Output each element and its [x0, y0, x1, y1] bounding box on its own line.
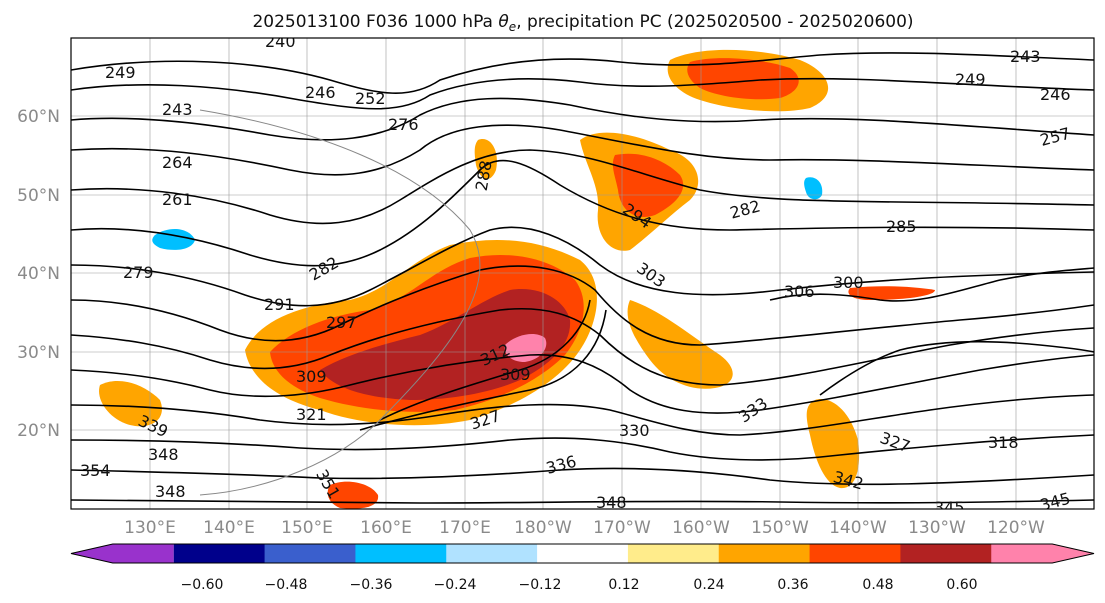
lon-label: 120°W	[987, 518, 1045, 538]
precip-region-alaska-inner	[687, 58, 799, 100]
theta-e-contours	[71, 52, 1094, 504]
map-border	[70, 37, 1095, 510]
figure-title: 2025013100 F036 1000 hPa θe, precipitati…	[252, 12, 913, 34]
colorbar-tick-label: 0.60	[946, 577, 977, 593]
colorbar-segment	[173, 544, 266, 563]
colorbar-segment	[355, 544, 447, 563]
lat-label: 20°N	[17, 421, 60, 441]
contour-label: 306	[784, 282, 815, 301]
colorbar-tick-label: −0.48	[265, 577, 308, 593]
lon-label: 130°E	[124, 518, 176, 538]
lon-label: 150°W	[751, 518, 809, 538]
contour-label: 318	[988, 433, 1019, 452]
contour-label: 252	[355, 89, 386, 108]
contour-label: 243	[1010, 47, 1041, 66]
lon-label: 130°W	[908, 518, 966, 538]
lat-label: 40°N	[17, 264, 60, 284]
graticule	[71, 38, 1094, 509]
contour-label: 264	[162, 153, 193, 172]
contour-label: 300	[833, 273, 864, 292]
colorbar-tick-labels: −0.60 −0.48 −0.36 −0.24 −0.12 0.12 0.24 …	[181, 577, 978, 593]
precip-negative-east	[804, 177, 823, 200]
colorbar-tick-label: 0.36	[777, 577, 808, 593]
contour-label: 345	[934, 498, 965, 517]
contour-label: 246	[1040, 85, 1071, 104]
contour-label: 348	[148, 445, 179, 464]
colorbar-tick-label: 0.24	[693, 577, 724, 593]
lon-label: 170°E	[439, 518, 491, 538]
contour-label: 279	[123, 263, 154, 282]
contour-label: 354	[80, 461, 111, 480]
lon-label: 160°E	[360, 518, 412, 538]
colorbar-segment	[446, 544, 538, 563]
contour-label: 309	[500, 365, 531, 384]
contour-label: 249	[955, 70, 986, 89]
precipitation-shading	[99, 49, 935, 509]
coastline-arc	[199, 109, 481, 496]
lat-label: 50°N	[17, 186, 60, 206]
colorbar-tick-label: −0.36	[350, 577, 393, 593]
colorbar-tick-label: −0.24	[434, 577, 477, 593]
contour-label: 243	[162, 100, 193, 119]
lon-label: 160°W	[672, 518, 730, 538]
colorbar-segment	[809, 544, 901, 563]
contour-label: 321	[296, 405, 327, 424]
precip-region-west	[99, 380, 162, 427]
longitude-labels: 130°E 140°E 150°E 160°E 170°E 180°W 170°…	[124, 518, 1045, 538]
colorbar-segment-extend-max	[991, 544, 1094, 563]
lon-label: 140°E	[203, 518, 255, 538]
latitude-labels: 60°N 50°N 40°N 30°N 20°N	[17, 107, 60, 441]
contour-label: 309	[296, 367, 327, 386]
colorbar-tick-label: 0.48	[862, 577, 893, 593]
contour-label: 297	[326, 313, 357, 332]
lon-label: 150°E	[281, 518, 333, 538]
contour-label: 348	[596, 493, 627, 512]
contour-label: 291	[264, 295, 295, 314]
colorbar-segment	[900, 544, 992, 563]
colorbar-segment	[264, 544, 356, 563]
colorbar	[70, 543, 1095, 564]
lon-label: 180°W	[514, 518, 572, 538]
colorbar-tick-label: −0.12	[519, 577, 562, 593]
colorbar-tick-label: −0.60	[181, 577, 224, 593]
colorbar-outline	[70, 543, 1095, 564]
lon-label: 140°W	[829, 518, 887, 538]
colorbar-segment-extend-min	[71, 544, 174, 563]
precip-region-central-core	[320, 289, 571, 400]
contour-label: 240	[265, 32, 296, 51]
lat-label: 30°N	[17, 343, 60, 363]
colorbar-segment	[537, 544, 629, 563]
precip-region-south	[806, 399, 860, 489]
contour-label: 345	[1038, 489, 1072, 515]
precip-region-subtropical	[627, 300, 733, 389]
contour-label: 285	[886, 217, 917, 236]
contour-label: 246	[305, 83, 336, 102]
precip-region-narrow	[848, 286, 935, 300]
colorbar-tick-label: 0.12	[608, 577, 639, 593]
lat-label: 60°N	[17, 107, 60, 127]
contour-label: 330	[619, 421, 650, 440]
lon-label: 170°W	[593, 518, 651, 538]
contour-label: 261	[162, 190, 193, 209]
colorbar-segment	[627, 544, 720, 563]
contour-label: 276	[388, 115, 419, 134]
colorbar-segment	[718, 544, 811, 563]
contour-label: 249	[105, 63, 136, 82]
map-panel: 240 243 246 249 252 249 246 243 264 261 …	[71, 32, 1094, 517]
contour-label: 348	[155, 482, 186, 501]
